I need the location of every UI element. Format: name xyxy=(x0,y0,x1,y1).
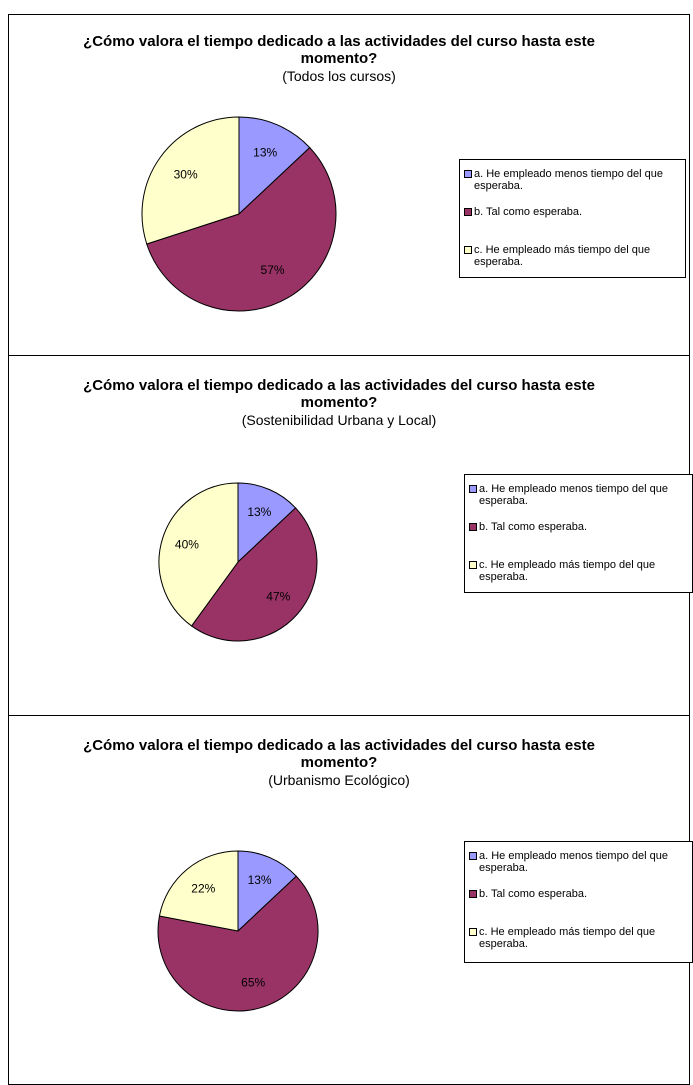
chart-subtitle: (Sostenibilidad Urbana y Local) xyxy=(241,412,437,428)
legend-item: a. He empleado menos tiempo del que espe… xyxy=(469,850,688,874)
legend-swatch xyxy=(469,485,477,493)
legend-item: b. Tal como esperaba. xyxy=(469,521,688,533)
pie-slice xyxy=(158,850,239,932)
legend-label: b. Tal como esperaba. xyxy=(474,206,583,218)
slice-label: 57% xyxy=(261,263,285,277)
slice-label: 40% xyxy=(175,538,199,552)
legend-swatch xyxy=(469,928,477,936)
legend-swatch xyxy=(469,523,477,531)
legend-swatch xyxy=(464,208,472,216)
pie-slice xyxy=(146,146,337,312)
chart-title: ¿Cómo valora el tiempo dedicado a las ac… xyxy=(83,737,595,771)
chart-subtitle: (Urbanismo Ecológico) xyxy=(268,772,410,788)
slice-label: 13% xyxy=(247,505,271,519)
legend-label: c. He empleado más tiempo del que espera… xyxy=(474,244,651,268)
pie: 13% 47% 40% xyxy=(158,482,318,642)
chart-panel: ¿Cómo valora el tiempo dedicado a las ac… xyxy=(8,14,690,356)
legend-swatch xyxy=(464,246,472,254)
pie-slice xyxy=(158,482,239,627)
slice-label: 47% xyxy=(266,590,290,604)
legend: a. He empleado menos tiempo del que espe… xyxy=(464,474,693,593)
legend: a. He empleado menos tiempo del que espe… xyxy=(459,159,686,278)
slice-label: 22% xyxy=(191,881,215,895)
legend-swatch xyxy=(469,561,477,569)
pie: 13% 65% 22% xyxy=(157,850,319,1012)
legend-label: c. He empleado más tiempo del que espera… xyxy=(479,926,656,950)
chart-title: ¿Cómo valora el tiempo dedicado a las ac… xyxy=(83,33,595,67)
legend-label: a. He empleado menos tiempo del que espe… xyxy=(474,168,663,192)
slice-label: 65% xyxy=(241,975,265,989)
chart-panel: ¿Cómo valora el tiempo dedicado a las ac… xyxy=(8,355,693,716)
legend-item: c. He empleado más tiempo del que espera… xyxy=(469,926,688,950)
legend-item: c. He empleado más tiempo del que espera… xyxy=(469,559,688,583)
legend-label: b. Tal como esperaba. xyxy=(479,521,588,533)
slice-label: 13% xyxy=(253,146,277,160)
legend-swatch xyxy=(464,170,472,178)
pie-slice xyxy=(237,482,297,564)
pie: 13% 57% 30% xyxy=(141,116,337,312)
pie-slice xyxy=(190,507,318,642)
legend-item: b. Tal como esperaba. xyxy=(469,888,688,900)
pie-slice xyxy=(157,875,319,1012)
legend-swatch xyxy=(469,890,477,898)
pie-slice xyxy=(238,116,311,216)
legend-item: b. Tal como esperaba. xyxy=(464,206,681,218)
slice-label: 30% xyxy=(174,167,198,181)
legend-label: c. He empleado más tiempo del que espera… xyxy=(479,559,656,583)
chart-panel: ¿Cómo valora el tiempo dedicado a las ac… xyxy=(8,715,693,1085)
legend-label: a. He empleado menos tiempo del que espe… xyxy=(479,483,668,507)
chart-title: ¿Cómo valora el tiempo dedicado a las ac… xyxy=(83,377,595,411)
slice-label: 13% xyxy=(248,873,272,887)
legend-label: a. He empleado menos tiempo del que espe… xyxy=(479,850,668,874)
legend: a. He empleado menos tiempo del que espe… xyxy=(464,841,693,963)
pie-slice xyxy=(141,116,240,245)
legend-swatch xyxy=(469,852,477,860)
legend-item: c. He empleado más tiempo del que espera… xyxy=(464,244,681,268)
legend-label: b. Tal como esperaba. xyxy=(479,888,588,900)
chart-subtitle: (Todos los cursos) xyxy=(282,68,396,84)
legend-item: a. He empleado menos tiempo del que espe… xyxy=(464,168,681,192)
legend-item: a. He empleado menos tiempo del que espe… xyxy=(469,483,688,507)
pie-slice xyxy=(237,850,298,933)
